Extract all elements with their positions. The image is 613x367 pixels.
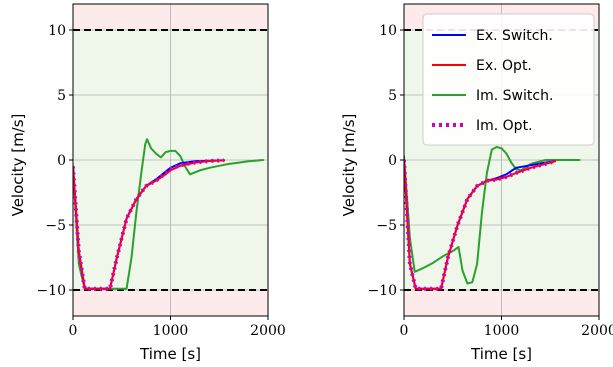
legend-entry-label: Im. Opt. [476,118,533,134]
series-line-im-switch [73,138,265,290]
y-axis-label: Velocity [m/s] [340,114,358,217]
y-tick-label: 0 [388,153,397,169]
chart-left: 0 1000 2000 −10 −5 0 5 10 Time [s] Velocity [m/s] [9,3,286,363]
y-tick-label: −5 [376,218,397,234]
legend: Ex. Switch. Ex. Opt. Im. Switch. Im. Opt. [422,13,595,146]
x-axis-label: Time [s] [470,345,532,363]
y-tick-label: −10 [36,283,66,299]
legend-box [422,13,595,146]
series-group [73,138,265,291]
x-tick-label: 0 [69,323,78,339]
legend-entry-label: Ex. Switch. [476,28,553,44]
y-tick-label: 5 [57,88,66,104]
x-tick-label: 0 [400,323,409,339]
series-group [404,146,581,291]
y-tick-label: 0 [57,153,66,169]
x-tick-label: 2000 [581,323,613,339]
x-tick-label: 1000 [484,323,520,339]
series-line-im-opt [73,158,225,291]
series-line-ex-opt [404,159,557,290]
legend-entry-label: Ex. Opt. [476,58,532,74]
y-tick-label: −10 [367,283,397,299]
y-tick-label: 10 [379,23,397,39]
chart-right: 0 1000 2000 −10 −5 0 5 10 Time [s] Velocity [m/s]… [340,3,613,363]
y-tick-label: −5 [45,218,66,234]
x-tick-label: 2000 [250,323,286,339]
y-axis-label: Velocity [m/s] [9,114,27,217]
y-tick-label: 5 [388,88,397,104]
x-tick-label: 1000 [153,323,189,339]
legend-entry-label: Im. Switch. [476,88,553,104]
y-tick-label: 10 [48,23,66,39]
x-axis-label: Time [s] [139,345,201,363]
